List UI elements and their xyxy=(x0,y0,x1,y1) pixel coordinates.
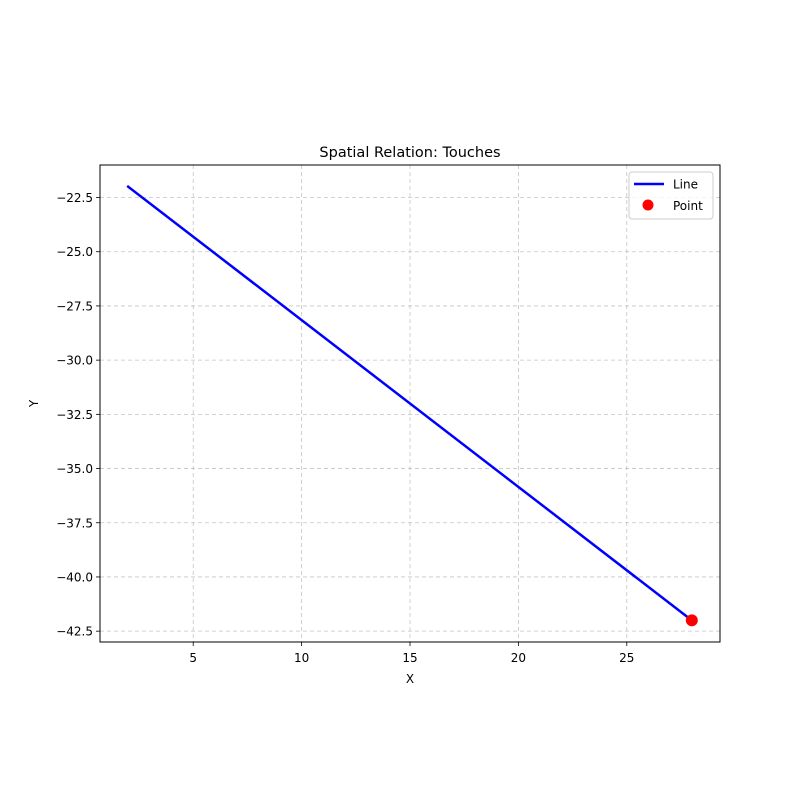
y-tick-label: −40.0 xyxy=(56,570,93,584)
plot-series xyxy=(126,184,698,627)
x-axis-label: X xyxy=(406,672,414,686)
x-tick-label: 10 xyxy=(294,651,309,665)
y-tick-label: −32.5 xyxy=(56,408,93,422)
y-tick-label: −35.0 xyxy=(56,462,93,476)
x-tick-label: 20 xyxy=(511,651,526,665)
point-marker xyxy=(685,614,698,627)
legend-point-swatch xyxy=(642,199,654,211)
x-tick-label: 5 xyxy=(189,651,197,665)
y-tick-label: −42.5 xyxy=(56,625,93,639)
y-tick-label: −22.5 xyxy=(56,191,93,205)
chart-title: Spatial Relation: Touches xyxy=(319,145,500,161)
axis-ticks: 5 10 15 20 25 −42.5 −40.0 −37.5 −35.0 −32.5 −30.0 −… xyxy=(56,191,634,665)
line-series xyxy=(126,184,694,623)
legend-label-point: Point xyxy=(673,199,703,213)
y-tick-label: −30.0 xyxy=(56,354,93,368)
x-tick-label: 25 xyxy=(619,651,634,665)
y-axis-label: Y xyxy=(27,399,41,408)
y-tick-label: −27.5 xyxy=(56,299,93,313)
x-tick-label: 15 xyxy=(402,651,417,665)
legend: Line Point xyxy=(628,171,714,220)
y-tick-label: −37.5 xyxy=(56,516,93,530)
legend-label-line: Line xyxy=(673,178,698,192)
plot-frame xyxy=(99,164,721,643)
y-tick-label: −25.0 xyxy=(56,245,93,259)
grid-lines xyxy=(100,165,720,642)
